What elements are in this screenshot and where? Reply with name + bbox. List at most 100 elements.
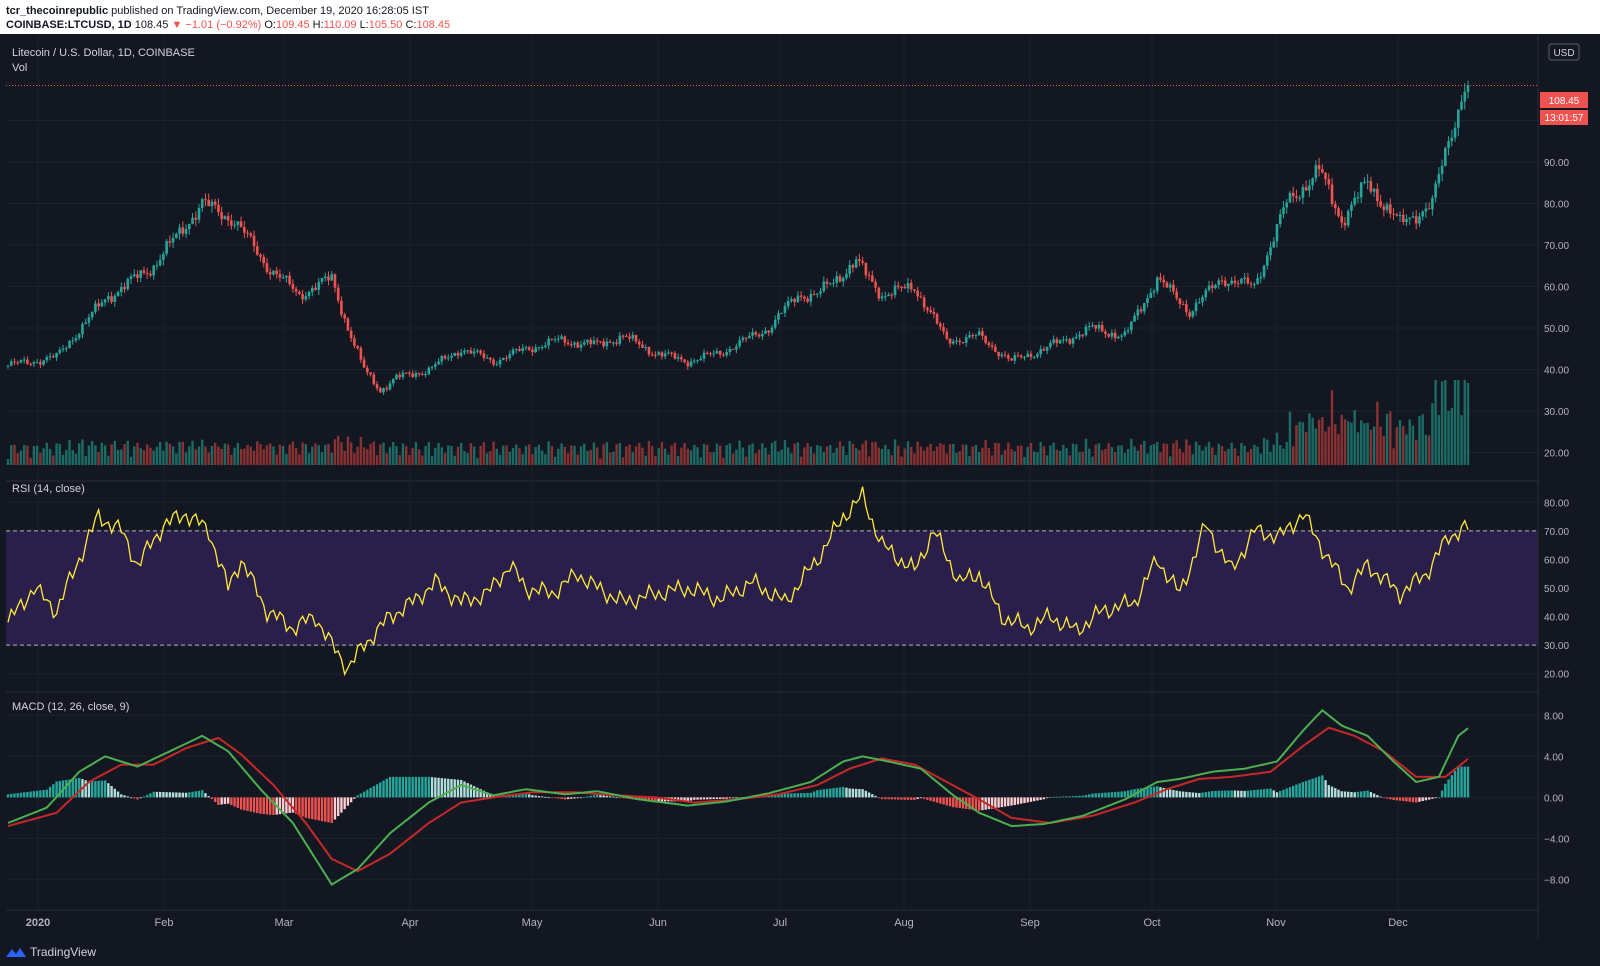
candle-body[interactable] [298, 291, 301, 295]
publisher-name[interactable]: tcr_thecoinrepublic [6, 5, 109, 17]
candle-body[interactable] [1045, 346, 1049, 351]
candle-body[interactable] [1437, 174, 1441, 184]
candle-body[interactable] [375, 384, 379, 389]
candle-body[interactable] [362, 359, 366, 368]
candle-body[interactable] [45, 357, 49, 361]
candle-body[interactable] [1078, 334, 1081, 337]
candle-body[interactable] [692, 360, 696, 362]
candle-body[interactable] [741, 337, 745, 341]
candle-body[interactable] [246, 232, 249, 234]
candle-body[interactable] [187, 223, 191, 229]
candle-body[interactable] [200, 199, 204, 208]
candle-body[interactable] [566, 342, 570, 345]
candle-body[interactable] [553, 339, 557, 341]
candle-body[interactable] [149, 273, 152, 276]
candle-body[interactable] [1236, 283, 1240, 285]
candle-body[interactable] [673, 353, 677, 359]
candle-body[interactable] [1304, 187, 1308, 191]
candle-body[interactable] [443, 355, 447, 359]
candle-body[interactable] [777, 313, 780, 320]
candle-body[interactable] [977, 331, 981, 336]
candle-body[interactable] [1253, 284, 1256, 286]
candle-body[interactable] [16, 362, 20, 364]
candle-body[interactable] [9, 361, 13, 366]
candle-body[interactable] [1198, 302, 1201, 304]
candle-body[interactable] [948, 338, 952, 344]
candle-body[interactable] [1330, 184, 1334, 204]
candle-body[interactable] [459, 352, 463, 356]
candle-body[interactable] [1418, 216, 1421, 224]
candle-body[interactable] [1243, 277, 1246, 279]
candle-body[interactable] [1265, 255, 1269, 266]
candle-body[interactable] [660, 352, 664, 357]
candle-body[interactable] [417, 372, 421, 375]
candle-body[interactable] [346, 318, 350, 331]
candle-body[interactable] [181, 227, 185, 234]
candle-body[interactable] [650, 354, 654, 356]
candle-body[interactable] [485, 357, 489, 359]
candle-body[interactable] [657, 352, 660, 355]
candle-body[interactable] [1246, 277, 1250, 284]
candle-body[interactable] [1204, 289, 1208, 298]
candle-body[interactable] [123, 287, 126, 290]
candle-body[interactable] [210, 201, 214, 207]
candle-body[interactable] [667, 352, 670, 354]
candle-body[interactable] [255, 246, 259, 255]
candle-body[interactable] [573, 342, 576, 345]
candle-body[interactable] [544, 345, 547, 348]
candle-body[interactable] [696, 360, 699, 362]
candle-body[interactable] [29, 363, 32, 365]
candle-body[interactable] [1275, 224, 1279, 242]
candle-body[interactable] [272, 270, 275, 275]
candle-body[interactable] [1424, 208, 1428, 212]
candle-body[interactable] [304, 296, 308, 300]
candle-body[interactable] [550, 338, 554, 340]
candle-body[interactable] [1010, 358, 1013, 361]
candle-body[interactable] [103, 299, 107, 303]
candle-body[interactable] [395, 374, 398, 380]
candle-body[interactable] [877, 287, 881, 299]
candle-body[interactable] [136, 274, 139, 279]
candle-body[interactable] [165, 241, 168, 254]
candle-body[interactable] [1162, 279, 1165, 283]
candle-body[interactable] [230, 220, 233, 226]
candle-body[interactable] [712, 353, 716, 355]
candle-body[interactable] [799, 295, 803, 297]
candle-body[interactable] [1466, 85, 1470, 92]
candle-body[interactable] [1324, 172, 1327, 180]
candle-body[interactable] [864, 262, 868, 276]
chart-area[interactable]: 100.0090.0080.0070.0060.0050.0040.0030.0… [0, 34, 1600, 938]
candle-body[interactable] [1337, 208, 1340, 217]
candle-body[interactable] [1272, 241, 1276, 248]
candle-body[interactable] [579, 344, 583, 348]
candle-body[interactable] [48, 356, 52, 358]
candle-body[interactable] [735, 346, 738, 350]
candle-body[interactable] [288, 275, 291, 285]
candle-body[interactable] [783, 306, 787, 314]
candle-body[interactable] [366, 367, 369, 373]
candle-body[interactable] [1026, 353, 1030, 358]
candle-body[interactable] [608, 341, 612, 343]
candle-body[interactable] [1366, 180, 1369, 183]
candle-body[interactable] [110, 296, 113, 302]
candle-body[interactable] [1408, 217, 1412, 220]
candle-body[interactable] [686, 362, 690, 367]
candle-body[interactable] [1023, 357, 1026, 359]
candle-body[interactable] [1440, 165, 1444, 175]
candle-body[interactable] [19, 360, 23, 363]
candle-body[interactable] [281, 277, 285, 279]
candle-body[interactable] [382, 388, 385, 393]
candle-body[interactable] [1152, 291, 1156, 293]
candle-body[interactable] [1317, 165, 1321, 170]
candle-body[interactable] [450, 355, 453, 358]
candle-body[interactable] [32, 362, 36, 364]
candle-body[interactable] [994, 346, 997, 352]
candle-body[interactable] [1214, 284, 1217, 288]
candle-body[interactable] [1100, 324, 1104, 332]
candle-body[interactable] [1032, 356, 1036, 358]
tradingview-brand[interactable]: TradingView [30, 945, 97, 959]
candle-body[interactable] [1230, 280, 1233, 284]
candle-body[interactable] [557, 338, 560, 340]
candle-body[interactable] [767, 330, 771, 333]
candle-body[interactable] [906, 283, 910, 289]
